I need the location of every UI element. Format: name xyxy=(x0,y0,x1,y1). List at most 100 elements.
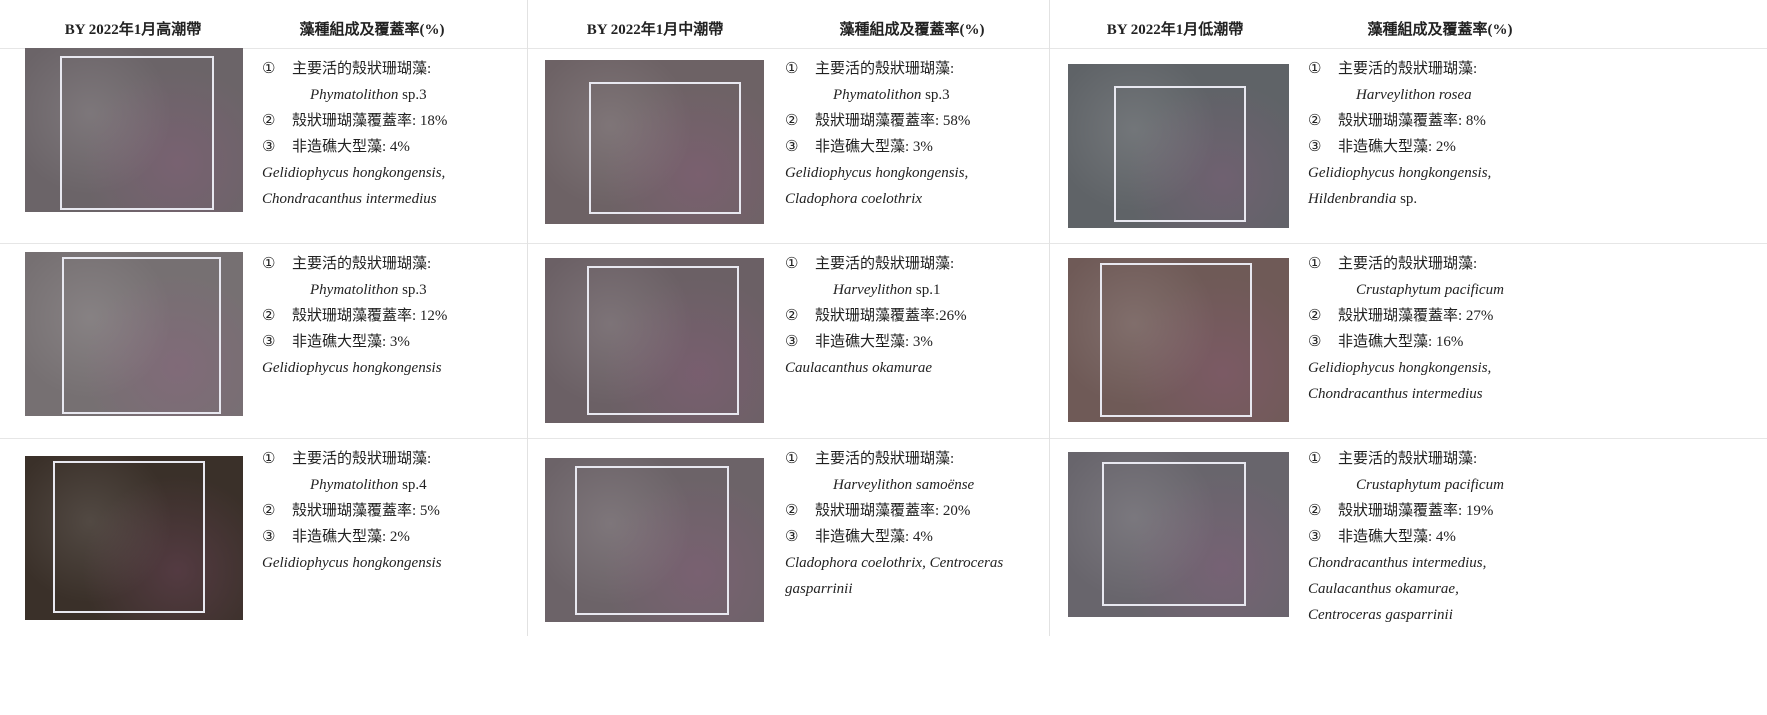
quadrat-frame xyxy=(60,56,214,210)
marker: ② xyxy=(785,308,799,324)
text-line: Crustaphytum pacificum xyxy=(1308,277,1755,303)
composition-header: 藻種組成及覆蓋率(%) xyxy=(839,22,985,38)
species-name: Chondracanthus intermedius xyxy=(1308,386,1483,402)
marker: ② xyxy=(262,113,276,129)
species-text: ① 主要活的殼狀珊瑚藻: Phymatolithon sp.4 ② 殼狀珊瑚藻覆蓋率: … xyxy=(262,446,515,576)
text-line: ② 殼狀珊瑚藻覆蓋率:26% xyxy=(785,303,1037,329)
macroalgae: 非造礁大型藻: 2% xyxy=(1338,139,1456,155)
text-line: ② 殼狀珊瑚藻覆蓋率: 58% xyxy=(785,108,1037,134)
text-line: Crustaphytum pacificum xyxy=(1308,472,1755,498)
row-divider xyxy=(528,243,1049,244)
marker: ① xyxy=(262,256,276,272)
marker: ③ xyxy=(785,139,799,155)
row-divider xyxy=(0,243,527,244)
quadrat-photo xyxy=(545,60,764,224)
species-name: Cladophora coelothrix, Centroceras gaspa… xyxy=(785,555,1004,597)
marker: ② xyxy=(1308,503,1322,519)
dominant-label: 主要活的殼狀珊瑚藻: xyxy=(1338,451,1478,467)
quadrat-frame xyxy=(587,266,739,415)
site-header: BY 2022年1月中潮帶 xyxy=(586,22,724,38)
species-name: Harveylithon rosea xyxy=(1356,87,1472,103)
text-line: ① 主要活的殼狀珊瑚藻: xyxy=(785,251,1037,277)
text-line: Caulacanthus okamurae, xyxy=(1308,576,1755,602)
text-line: ① 主要活的殼狀珊瑚藻: xyxy=(785,446,1037,472)
text-line: ③ 非造礁大型藻: 4% xyxy=(1308,524,1755,550)
dominant-label: 主要活的殼狀珊瑚藻: xyxy=(292,61,432,77)
species-text: ① 主要活的殼狀珊瑚藻: Crustaphytum pacificum ② 殼狀珊瑚藻覆… xyxy=(1308,446,1755,628)
quadrat-frame xyxy=(575,466,729,615)
coverage: 殼狀珊瑚藻覆蓋率:26% xyxy=(815,308,967,324)
coverage: 殼狀珊瑚藻覆蓋率: 20% xyxy=(815,503,971,519)
species-text: ① 主要活的殼狀珊瑚藻: Crustaphytum pacificum ② 殼狀珊瑚藻覆… xyxy=(1308,251,1755,407)
species-text: ① 主要活的殼狀珊瑚藻: Phymatolithon sp.3 ② 殼狀珊瑚藻覆蓋率: … xyxy=(262,56,515,212)
text-line: ② 殼狀珊瑚藻覆蓋率: 20% xyxy=(785,498,1037,524)
text-line: Phymatolithon sp.4 xyxy=(262,472,515,498)
species-name: Harveylithon xyxy=(833,282,913,298)
species-name: Phymatolithon xyxy=(310,282,399,298)
marker: ② xyxy=(262,503,276,519)
species-name: Crustaphytum pacificum xyxy=(1356,282,1504,298)
marker: ③ xyxy=(785,334,799,350)
text-line: ① 主要活的殼狀珊瑚藻: xyxy=(1308,446,1755,472)
text-line: ③ 非造礁大型藻: 3% xyxy=(785,329,1037,355)
marker: ① xyxy=(262,61,276,77)
species-name: sp.1 xyxy=(915,282,941,298)
marker: ② xyxy=(1308,113,1322,129)
text-line: Harveylithon sp.1 xyxy=(785,277,1037,303)
row-divider xyxy=(1050,48,1767,49)
macroalgae: 非造礁大型藻: 3% xyxy=(815,334,933,350)
quadrat-photo xyxy=(1068,258,1289,422)
marker: ② xyxy=(1308,308,1322,324)
text-line: Cladophora coelothrix, Centroceras gaspa… xyxy=(785,550,1037,602)
text-line: ③ 非造礁大型藻: 4% xyxy=(262,134,515,160)
species-name: Phymatolithon xyxy=(833,87,922,103)
marker: ② xyxy=(785,503,799,519)
quadrat-frame xyxy=(1114,86,1246,222)
species-name: Hildenbrandia xyxy=(1308,191,1397,207)
marker: ③ xyxy=(1308,139,1322,155)
coverage: 殼狀珊瑚藻覆蓋率: 27% xyxy=(1338,308,1494,324)
coverage: 殼狀珊瑚藻覆蓋率: 5% xyxy=(292,503,440,519)
dominant-label: 主要活的殼狀珊瑚藻: xyxy=(815,61,955,77)
text-line: ② 殼狀珊瑚藻覆蓋率: 5% xyxy=(262,498,515,524)
species-name: Phymatolithon xyxy=(310,477,399,493)
text-line: Phymatolithon sp.3 xyxy=(262,277,515,303)
macroalgae: 非造礁大型藻: 16% xyxy=(1338,334,1464,350)
dominant-label: 主要活的殼狀珊瑚藻: xyxy=(292,451,432,467)
dominant-label: 主要活的殼狀珊瑚藻: xyxy=(1338,61,1478,77)
row-divider xyxy=(1050,438,1767,439)
marker: ① xyxy=(785,451,799,467)
quadrat-photo xyxy=(545,458,764,622)
species-name: Caulacanthus okamurae, xyxy=(1308,581,1459,597)
text-line: Caulacanthus okamurae xyxy=(785,355,1037,381)
text-line: ③ 非造礁大型藻: 2% xyxy=(262,524,515,550)
site-header: BY 2022年1月低潮帶 xyxy=(1106,22,1244,38)
quadrat-photo xyxy=(25,48,243,212)
macroalgae: 非造礁大型藻: 4% xyxy=(1338,529,1456,545)
coverage: 殼狀珊瑚藻覆蓋率: 19% xyxy=(1338,503,1494,519)
quadrat-frame xyxy=(1102,462,1246,606)
text-line: ② 殼狀珊瑚藻覆蓋率: 8% xyxy=(1308,108,1755,134)
macroalgae: 非造礁大型藻: 4% xyxy=(292,139,410,155)
text-line: ③ 非造礁大型藻: 4% xyxy=(785,524,1037,550)
text-line: ① 主要活的殼狀珊瑚藻: xyxy=(262,251,515,277)
text-line: ③ 非造礁大型藻: 2% xyxy=(1308,134,1755,160)
site-header: BY 2022年1月高潮帶 xyxy=(64,22,202,38)
composition-header: 藻種組成及覆蓋率(%) xyxy=(299,22,445,38)
text-line: Gelidiophycus hongkongensis, xyxy=(1308,355,1755,381)
marker: ③ xyxy=(1308,529,1322,545)
marker: ② xyxy=(262,308,276,324)
species-name: Cladophora coelothrix xyxy=(785,191,923,207)
text-line: Chondracanthus intermedius xyxy=(262,186,515,212)
text-line: ② 殼狀珊瑚藻覆蓋率: 27% xyxy=(1308,303,1755,329)
species-name: Gelidiophycus hongkongensis xyxy=(262,360,442,376)
species-name: sp. xyxy=(1400,191,1418,207)
text-line: ① 主要活的殼狀珊瑚藻: xyxy=(262,446,515,472)
marker: ③ xyxy=(262,529,276,545)
text-line: ② 殼狀珊瑚藻覆蓋率: 12% xyxy=(262,303,515,329)
text-line: Gelidiophycus hongkongensis xyxy=(262,550,515,576)
marker: ① xyxy=(262,451,276,467)
